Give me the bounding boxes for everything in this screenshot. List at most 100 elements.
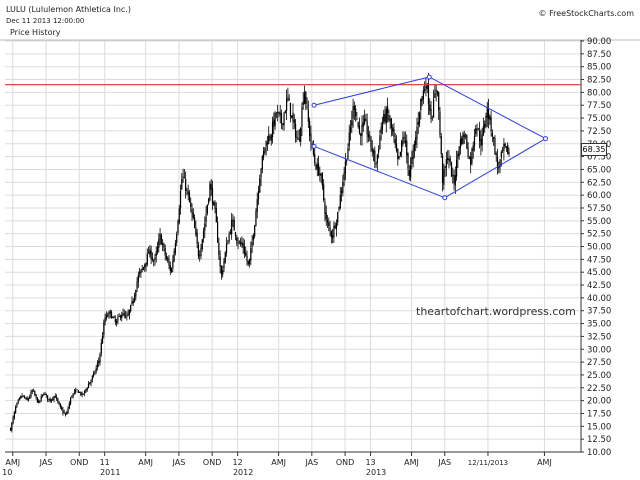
candle-body: [342, 181, 344, 193]
x-tick-label: JAS: [304, 458, 318, 467]
candle-body: [227, 243, 229, 245]
candle-body: [151, 257, 154, 260]
candle-body: [372, 150, 375, 154]
candle-body: [394, 138, 396, 145]
candle-body: [109, 311, 111, 314]
candle-body: [170, 268, 173, 273]
candle-body: [260, 169, 262, 178]
candle-body: [31, 390, 33, 393]
y-tick-label: 50.00: [587, 243, 611, 253]
candle-body: [365, 118, 367, 121]
candle-body: [348, 132, 350, 146]
candle-body: [399, 151, 401, 156]
candle-body: [206, 204, 208, 214]
candle-body: [216, 221, 219, 243]
candle-body: [482, 126, 485, 135]
candle-body: [256, 199, 258, 212]
y-tick-label: 60.00: [587, 191, 611, 201]
candle-body: [32, 390, 35, 392]
candle-body: [310, 133, 312, 142]
candle-body: [383, 113, 385, 123]
candle-body: [360, 133, 362, 137]
candle-body: [353, 105, 355, 110]
candle-body: [210, 184, 212, 190]
candle-body: [439, 111, 441, 136]
candle-body: [314, 153, 316, 164]
candle-body: [457, 153, 459, 159]
candle-body: [319, 173, 321, 176]
candle-body: [63, 412, 65, 414]
pattern-handle: [311, 102, 317, 108]
y-tick-label: 65.00: [587, 165, 611, 175]
candle-body: [500, 151, 502, 158]
candle-body: [187, 191, 189, 195]
candle-body: [263, 151, 265, 158]
candle-body: [294, 123, 297, 138]
candle-body: [144, 264, 146, 268]
candle-body: [450, 162, 453, 177]
candle-body: [27, 398, 30, 401]
candle-body: [440, 136, 442, 155]
candle-body: [347, 148, 349, 159]
candle-body: [162, 243, 164, 246]
candle-body: [349, 126, 352, 133]
candle-body: [436, 90, 439, 95]
candle-body: [55, 397, 58, 399]
candle-body: [266, 142, 269, 145]
candle-body: [273, 119, 275, 127]
candle-body: [291, 115, 293, 118]
candle-body: [145, 262, 147, 267]
candle-body: [395, 143, 398, 151]
candle-body: [403, 137, 405, 139]
candle-body: [503, 144, 505, 151]
x-tick-label: 11: [100, 458, 110, 467]
candle-body: [413, 143, 416, 151]
candle-body: [43, 394, 45, 396]
candle-body: [361, 124, 363, 136]
candle-body: [53, 396, 55, 400]
candle-body: [186, 189, 188, 191]
pattern-line-upper-right: [429, 76, 546, 140]
x-tick-label: AMJ: [537, 458, 552, 467]
candle-body: [123, 313, 125, 315]
candle-body: [44, 393, 46, 395]
x-tick-label: OND: [336, 458, 354, 467]
candle-body: [99, 353, 101, 362]
x-tick-label: AMJ: [138, 458, 153, 467]
candle-body: [384, 114, 386, 122]
y-tick-label: 25.00: [587, 371, 611, 381]
candle-body: [247, 260, 249, 265]
candle-body: [274, 112, 276, 126]
candle-body: [397, 148, 399, 160]
candle-body: [454, 175, 456, 186]
candle-body: [66, 412, 68, 415]
x-tick-label: 12: [233, 458, 243, 467]
candle-body: [229, 232, 231, 234]
candle-body: [448, 158, 450, 161]
candle-body: [197, 244, 200, 257]
candle-body: [307, 109, 309, 122]
candle-body: [346, 160, 348, 162]
candle-body: [58, 401, 60, 405]
candle-body: [201, 239, 203, 249]
last-price-label: 68.35: [581, 143, 607, 156]
x-tick-label: AMJ: [404, 458, 419, 467]
y-tick-label: 30.00: [587, 345, 611, 355]
candle-body: [491, 132, 493, 137]
candle-body: [461, 137, 463, 144]
candle-body: [86, 387, 88, 390]
candle-body: [388, 114, 390, 121]
candle-body: [426, 85, 428, 90]
candle-body: [163, 243, 165, 248]
candle-body: [381, 121, 384, 130]
candle-body: [282, 123, 284, 125]
candle-body: [52, 398, 54, 400]
candle-body: [443, 169, 445, 185]
pattern-handle: [543, 136, 549, 142]
candle-body: [504, 143, 506, 147]
candle-body: [220, 266, 223, 275]
candle-body: [333, 226, 335, 238]
candle-body: [369, 135, 371, 137]
y-tick-label: 32.50: [587, 332, 611, 342]
candle-body: [188, 192, 191, 203]
